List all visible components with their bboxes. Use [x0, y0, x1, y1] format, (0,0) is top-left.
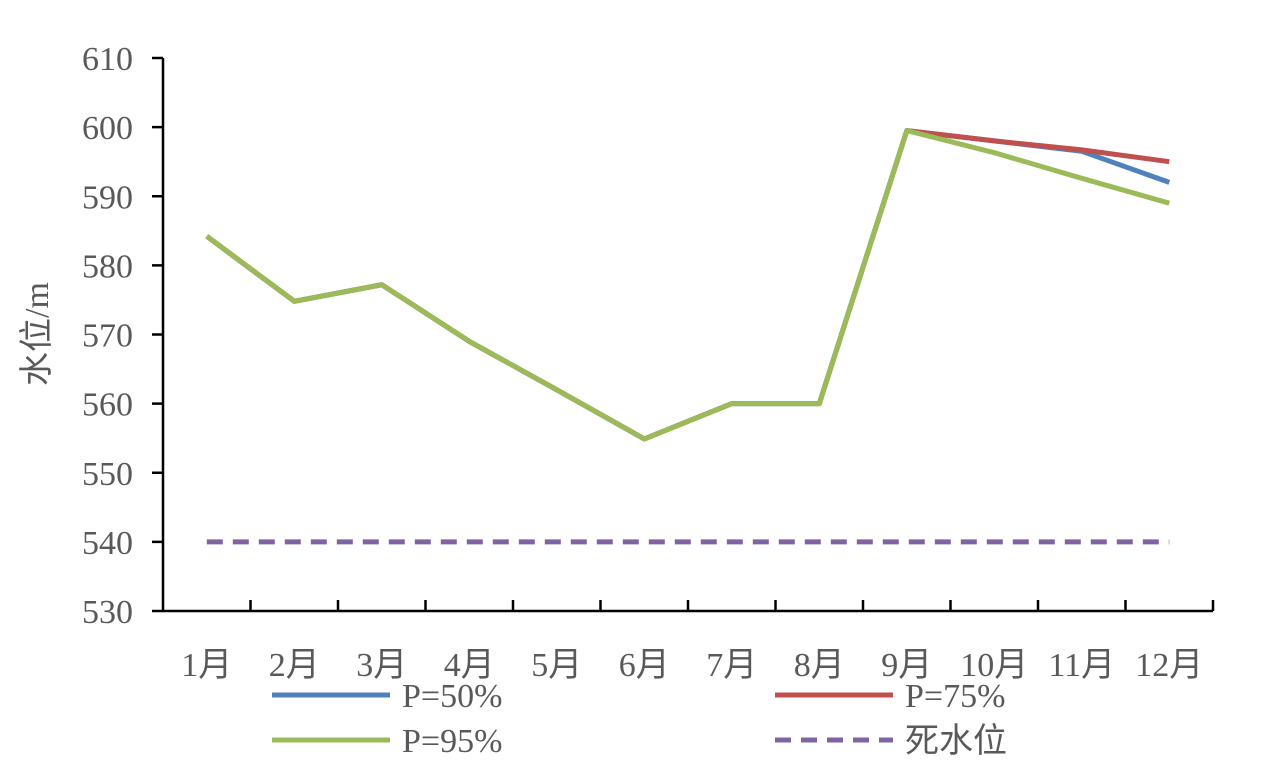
x-tick-label: 7月: [706, 647, 757, 684]
legend: P=50% P=75% P=95% 死水位: [272, 678, 1007, 760]
series-line-1: [205, 128, 1171, 442]
y-tick-label: 570: [82, 318, 133, 355]
series-line-2: [205, 128, 1170, 442]
y-tick-label: 610: [82, 41, 133, 78]
x-tick-label: 3月: [356, 647, 407, 684]
y-tick-label: 580: [82, 248, 133, 285]
y-tick-label: 540: [82, 525, 133, 562]
series-lines: [205, 128, 1171, 545]
y-axis-title-group: 水位/m: [18, 282, 56, 386]
x-tick-label: 10月: [960, 647, 1028, 684]
legend-label-2: P=75%: [905, 678, 1005, 715]
x-tick-labels: 1月 2月 3月 4月 5月 6月 7月 8月 9月 10月 11月 12月: [181, 647, 1203, 684]
x-tick-label: 1月: [181, 647, 232, 684]
series-line-3: [205, 128, 1170, 442]
x-tick-label: 5月: [531, 647, 582, 684]
x-tick-label: 8月: [794, 647, 845, 684]
legend-label-3: P=95%: [402, 723, 502, 760]
x-tick-label: 11月: [1048, 647, 1115, 684]
legend-label-4: 死水位: [905, 722, 1007, 760]
y-axis-title: 水位/m: [18, 282, 56, 386]
x-tick-label: 9月: [881, 647, 932, 684]
x-tick-label: 4月: [444, 647, 495, 684]
x-tick-label: 12月: [1135, 647, 1203, 684]
x-tick-label: 6月: [619, 647, 670, 684]
y-tick-label: 600: [82, 110, 133, 147]
axes: [152, 56, 1215, 613]
y-tick-label: 560: [82, 387, 133, 424]
x-tick-label: 2月: [269, 647, 320, 684]
y-tick-label: 590: [82, 179, 133, 216]
y-tick-label: 550: [82, 456, 133, 493]
y-tick-labels: 530 540 550 560 570 580 590 600 610: [82, 41, 133, 631]
y-tick-label: 530: [82, 594, 133, 631]
legend-label-1: P=50%: [402, 678, 502, 715]
